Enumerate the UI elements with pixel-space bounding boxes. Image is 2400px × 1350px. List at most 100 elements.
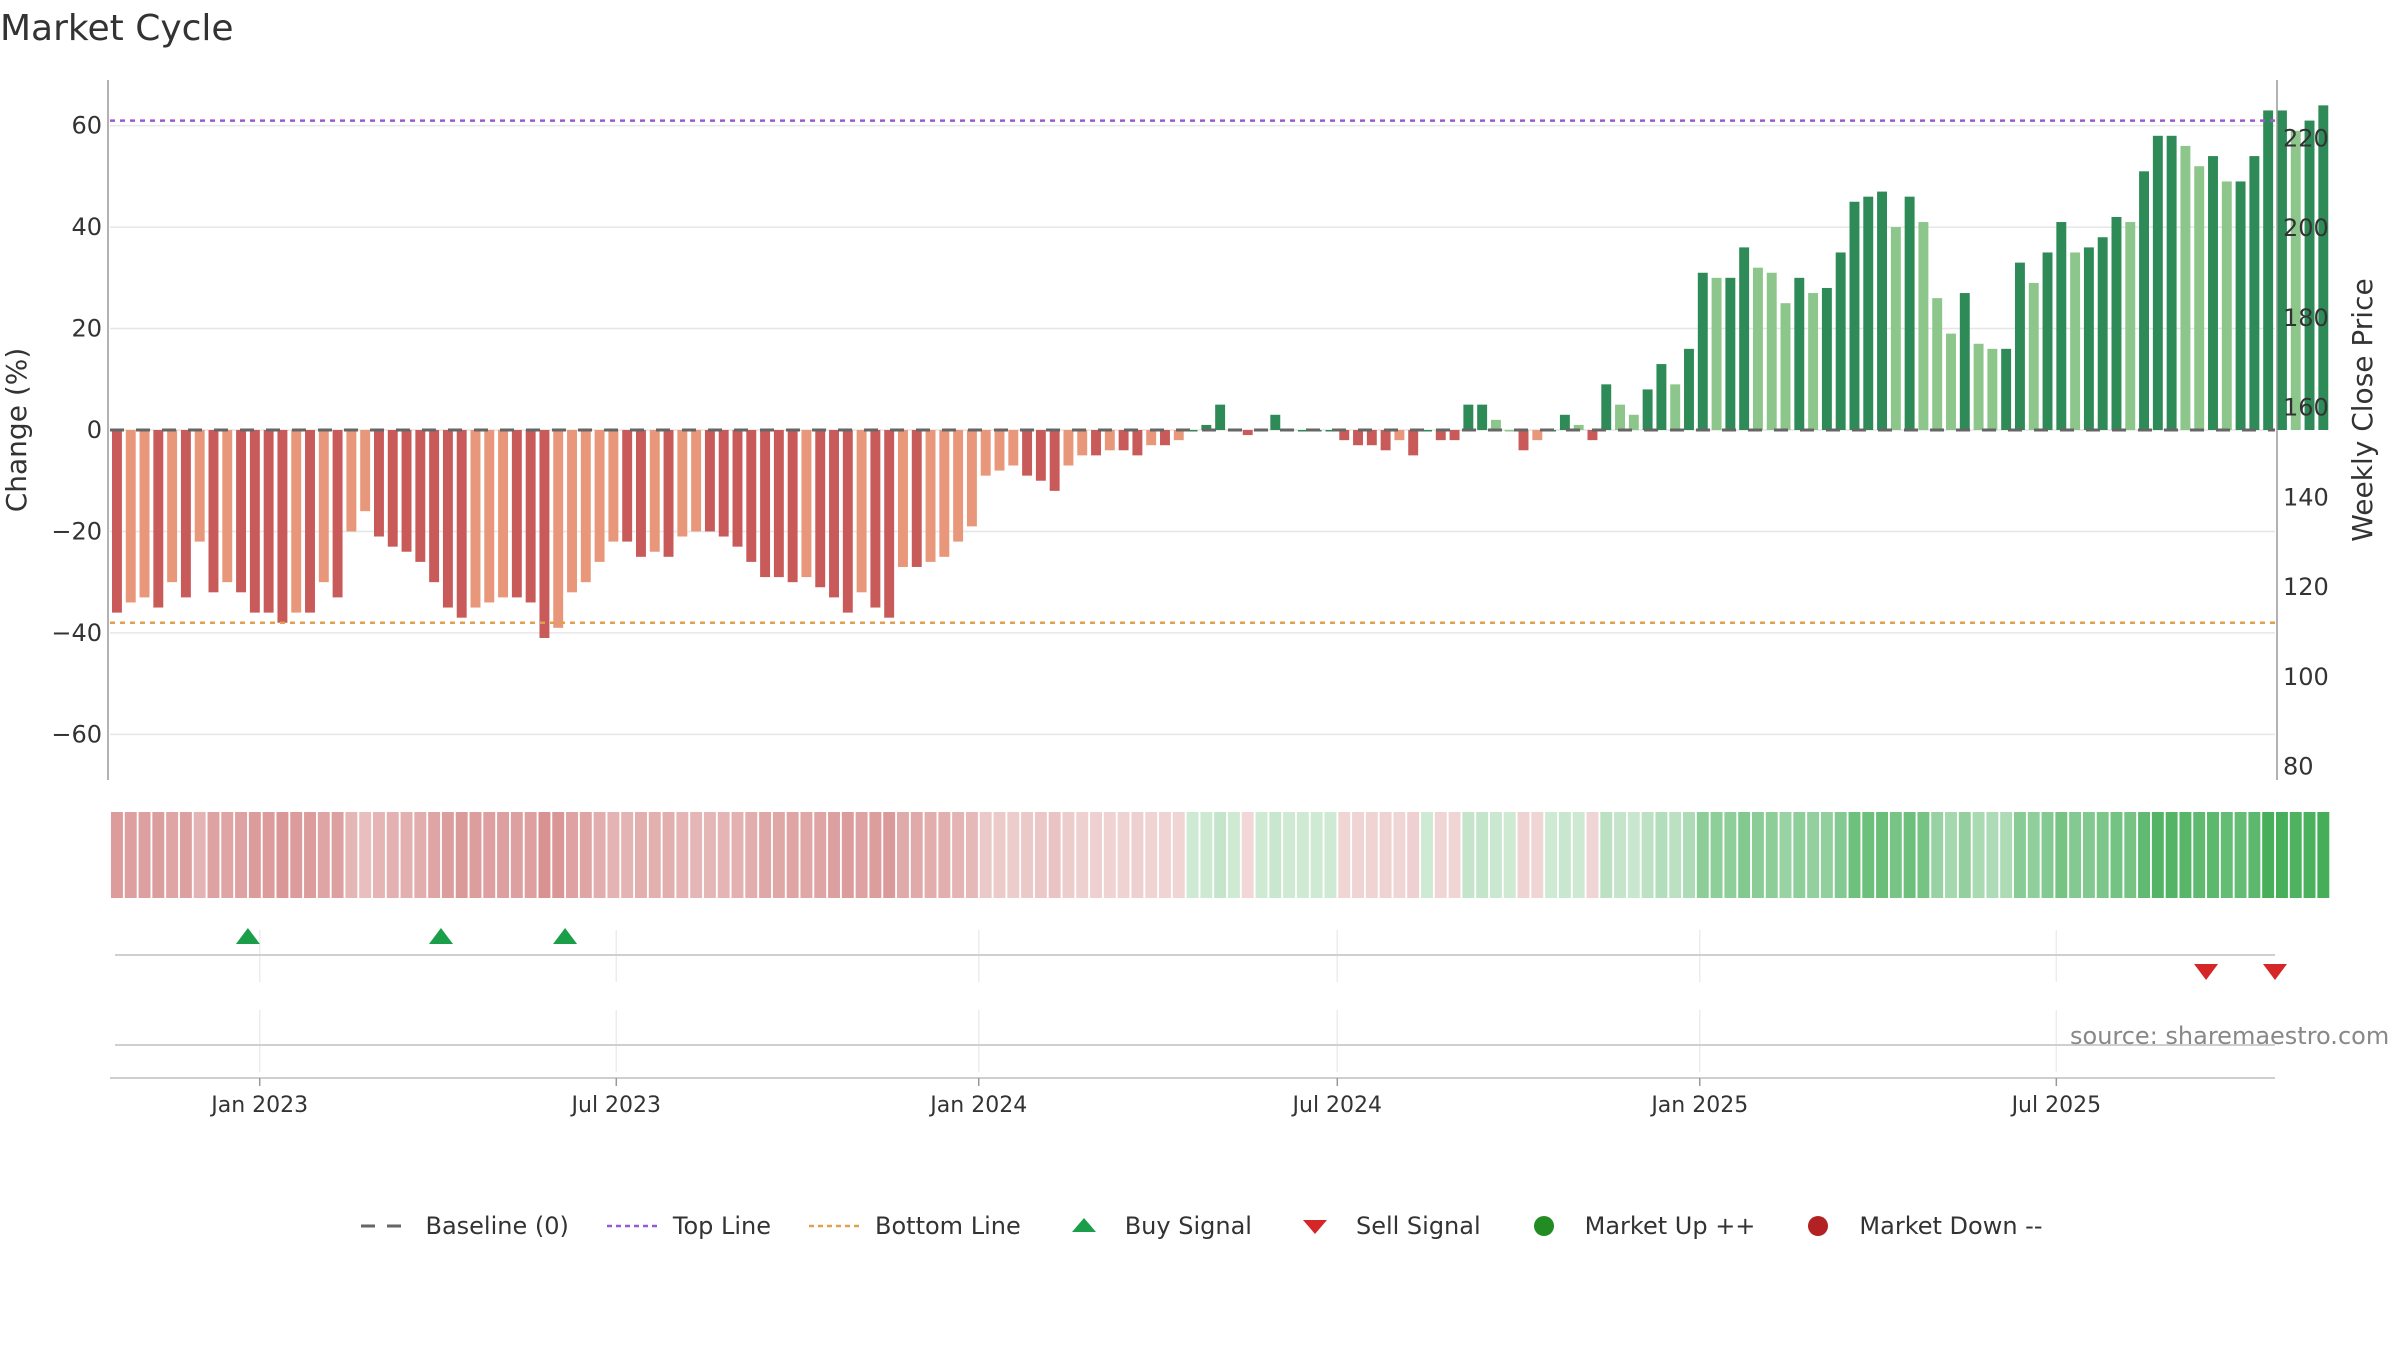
heat-cell bbox=[634, 812, 647, 898]
bar bbox=[1325, 430, 1336, 432]
y2-tick-label: 180 bbox=[2283, 304, 2329, 332]
bar bbox=[953, 430, 964, 542]
legend-label-bottom: Bottom Line bbox=[875, 1212, 1021, 1240]
heat-cell bbox=[648, 812, 661, 898]
legend-label-baseline: Baseline (0) bbox=[425, 1212, 569, 1240]
bar bbox=[1022, 430, 1033, 476]
bar bbox=[1601, 384, 1612, 430]
x-axis: Jan 2023 Jul 2023 Jan 2024 Jul 2024 Jan 2025… bbox=[110, 1077, 2275, 1118]
heat-cell bbox=[1062, 812, 1075, 898]
heat-cell bbox=[1931, 812, 1944, 898]
bar bbox=[2001, 348, 2012, 430]
bar bbox=[787, 430, 798, 583]
heat-cell bbox=[1034, 812, 1047, 898]
bar bbox=[305, 430, 315, 613]
bar bbox=[649, 430, 660, 552]
bar bbox=[801, 430, 812, 578]
heat-cell bbox=[1751, 812, 1764, 898]
heat-cell bbox=[179, 812, 192, 898]
legend-item-sell: Sell Signal bbox=[1288, 1212, 1481, 1240]
heat-cell bbox=[883, 812, 896, 898]
heat-cell bbox=[1269, 812, 1282, 898]
heat-cell bbox=[1669, 812, 1682, 898]
heat-cell bbox=[248, 812, 261, 898]
bar bbox=[635, 430, 646, 557]
y-tick-label: −60 bbox=[51, 720, 102, 748]
bar bbox=[980, 430, 991, 476]
bar bbox=[415, 430, 426, 562]
bar bbox=[2125, 222, 2136, 430]
heat-cell bbox=[2069, 812, 2082, 898]
bar bbox=[1242, 430, 1253, 436]
heat-cell bbox=[2248, 812, 2261, 898]
y2-axis-title: Weekly Close Price bbox=[2346, 278, 2379, 541]
y-tick-label: −40 bbox=[51, 619, 102, 647]
heat-cell bbox=[938, 812, 951, 898]
heat-cell bbox=[1917, 812, 1930, 898]
bar bbox=[856, 430, 867, 593]
bar bbox=[925, 430, 936, 562]
heat-cell bbox=[359, 812, 372, 898]
bar bbox=[1532, 430, 1543, 441]
heat-cell bbox=[662, 812, 675, 898]
heat-cell bbox=[800, 812, 813, 898]
bar bbox=[1504, 430, 1515, 432]
buy-signal-marker bbox=[553, 928, 578, 944]
heat-cell bbox=[152, 812, 165, 898]
heat-cell bbox=[993, 812, 1006, 898]
heat-cell bbox=[579, 812, 592, 898]
bar bbox=[2014, 262, 2025, 430]
bar bbox=[1835, 252, 1846, 430]
bar bbox=[1035, 430, 1046, 481]
heat-cell bbox=[2151, 812, 2164, 898]
legend-sell-swatch bbox=[1302, 1220, 1327, 1234]
bar bbox=[429, 430, 440, 583]
bar bbox=[1573, 424, 1584, 430]
heat-cell bbox=[290, 812, 303, 898]
heat-cell bbox=[717, 812, 730, 898]
legend-label-down: Market Down -- bbox=[1859, 1212, 2043, 1240]
heat-cell bbox=[924, 812, 937, 898]
bar bbox=[1642, 389, 1653, 430]
bar bbox=[2042, 252, 2053, 430]
bar bbox=[1008, 430, 1019, 466]
heat-cell bbox=[304, 812, 316, 898]
heat-cell bbox=[2055, 812, 2068, 898]
signal-panel bbox=[115, 928, 2287, 1072]
heat-cell bbox=[221, 812, 234, 898]
bar bbox=[291, 430, 302, 613]
y-tick-label: 20 bbox=[71, 315, 102, 343]
bar bbox=[1353, 430, 1363, 446]
bar bbox=[318, 430, 329, 583]
heat-cell bbox=[2303, 812, 2316, 898]
heat-cell bbox=[1558, 812, 1571, 898]
y-tick-label: 0 bbox=[87, 416, 102, 444]
bar bbox=[580, 430, 591, 583]
bar bbox=[1146, 430, 1157, 446]
heat-cell bbox=[1407, 812, 1420, 898]
bar bbox=[1890, 227, 1901, 430]
bar bbox=[2097, 237, 2108, 430]
bar bbox=[2028, 282, 2039, 430]
heat-cell bbox=[2124, 812, 2137, 898]
bar bbox=[1766, 272, 1777, 430]
bar bbox=[2166, 135, 2177, 430]
bar bbox=[1670, 384, 1681, 430]
bar bbox=[1104, 430, 1115, 451]
heat-cell bbox=[2165, 812, 2178, 898]
axes-layer: 6040200−20−40−6022020018016014012010080C… bbox=[0, 80, 2379, 781]
heat-cell bbox=[235, 812, 248, 898]
heat-cell bbox=[1903, 812, 1916, 898]
heat-cell bbox=[262, 812, 275, 898]
bar bbox=[2194, 166, 2205, 431]
heat-cell bbox=[2275, 812, 2288, 898]
heat-cell bbox=[1476, 812, 1489, 898]
heat-cell bbox=[2317, 812, 2330, 898]
bar bbox=[1477, 404, 1488, 430]
bar bbox=[1559, 414, 1570, 430]
bar bbox=[2083, 247, 2094, 430]
heat-cell bbox=[1255, 812, 1268, 898]
bar bbox=[470, 430, 481, 608]
heat-cell bbox=[2220, 812, 2233, 898]
